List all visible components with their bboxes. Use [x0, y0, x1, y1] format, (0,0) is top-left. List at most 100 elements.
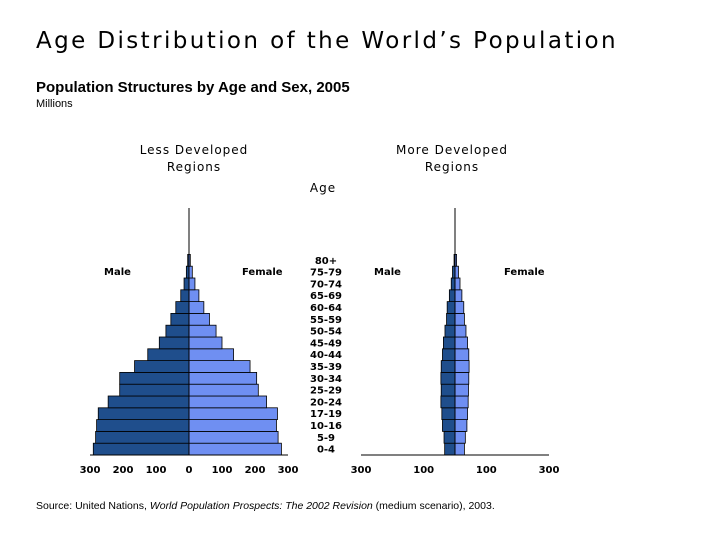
- more-developed-male-bar-70-74: [450, 277, 456, 291]
- age-label-55-59: 55-59: [310, 315, 342, 326]
- chart-title: Population Structures by Age and Sex, 20…: [36, 79, 350, 96]
- more-developed-male-bar-60-64: [446, 301, 456, 314]
- more-developed-male-label: Male: [374, 267, 401, 278]
- more-developed-male-bar-5-9: [443, 430, 456, 444]
- more-developed-title-line-1: More Developed: [396, 143, 508, 157]
- more-developed-female-bar-30-34: [454, 371, 470, 385]
- less-developed-female-bar-35-39: [188, 360, 251, 373]
- less-developed-female-bar-55-59: [188, 312, 210, 326]
- less-developed-male-bar-5-9: [95, 430, 190, 444]
- less-developed-male-bar-60-64: [175, 301, 190, 314]
- more-developed-male-bar-30-34: [440, 371, 456, 385]
- more-developed-tick-1: 100: [413, 465, 434, 476]
- less-developed-male-bar-65-69: [180, 289, 190, 302]
- less-developed-bars: [92, 253, 282, 456]
- less-developed-female-bar-17-19: [188, 407, 278, 420]
- age-axis-label: Age: [310, 181, 336, 195]
- age-label-10-16: 10-16: [310, 421, 342, 432]
- more-developed-female-bar-10-16: [454, 419, 468, 432]
- more-developed-male-bar-17-19: [441, 407, 456, 420]
- less-developed-panel: Less Developed Regions Male Female 300 20…: [80, 143, 299, 476]
- age-label-80+: 80+: [315, 256, 337, 267]
- more-developed-female-bar-17-19: [454, 407, 468, 420]
- more-developed-female-label: Female: [504, 267, 545, 278]
- more-developed-ticks: 300 100 100 300: [351, 465, 560, 476]
- source-prefix: Source: United Nations,: [36, 500, 150, 512]
- more-developed-male-bar-0-4: [444, 442, 456, 456]
- less-developed-male-label: Male: [104, 267, 131, 278]
- less-developed-female-bar-60-64: [188, 301, 205, 314]
- more-developed-tick-3: 300: [539, 465, 560, 476]
- less-developed-female-bar-50-54: [188, 324, 217, 338]
- less-developed-title-line-1: Less Developed: [140, 143, 249, 157]
- more-developed-male-bar-25-29: [440, 383, 456, 397]
- less-developed-male-bar-55-59: [170, 312, 190, 326]
- less-developed-title-line-2: Regions: [167, 160, 221, 174]
- age-label-20-24: 20-24: [310, 397, 342, 408]
- more-developed-female-bar-55-59: [454, 312, 465, 326]
- more-developed-female-bar-65-69: [454, 289, 463, 302]
- age-label-65-69: 65-69: [310, 291, 342, 302]
- more-developed-tick-2: 100: [476, 465, 497, 476]
- less-developed-male-bar-25-29: [119, 383, 190, 397]
- age-label-25-29: 25-29: [310, 386, 342, 397]
- more-developed-female-bar-75-79: [454, 265, 459, 279]
- age-label-35-39: 35-39: [310, 362, 342, 373]
- more-developed-female-bar-45-49: [454, 336, 468, 350]
- less-developed-male-bar-45-49: [158, 336, 190, 350]
- less-developed-female-bar-0-4: [188, 442, 282, 456]
- age-label-50-54: 50-54: [310, 327, 342, 338]
- less-developed-male-bar-20-24: [107, 395, 190, 409]
- less-developed-tick-6: 300: [278, 465, 299, 476]
- less-developed-female-bar-25-29: [188, 383, 259, 397]
- less-developed-male-bar-40-44: [147, 348, 190, 361]
- age-label-17-19: 17-19: [310, 409, 342, 420]
- more-developed-female-bar-0-4: [454, 442, 465, 456]
- more-developed-female-bar-40-44: [454, 348, 470, 361]
- age-group-labels: 0-45-910-1617-1920-2425-2930-3435-3940-4…: [310, 256, 342, 456]
- less-developed-male-bar-35-39: [134, 360, 190, 373]
- source-note: Source: United Nations, World Population…: [36, 500, 495, 512]
- more-developed-female-bar-5-9: [454, 430, 466, 444]
- more-developed-female-bar-25-29: [454, 383, 469, 397]
- more-developed-bars: [440, 253, 470, 456]
- source-publication: World Population Prospects: The 2002 Rev…: [149, 500, 373, 512]
- less-developed-female-bar-5-9: [188, 430, 279, 444]
- age-label-5-9: 5-9: [317, 433, 335, 444]
- less-developed-female-bar-20-24: [188, 395, 267, 409]
- age-axis: Age 0-45-910-1617-1920-2425-2930-3435-39…: [310, 181, 342, 456]
- less-developed-female-bar-40-44: [188, 348, 234, 361]
- less-developed-male-bar-30-34: [119, 371, 190, 385]
- units-label: Millions: [36, 98, 73, 110]
- slide-title: Age Distribution of the World’s Populati…: [36, 28, 618, 54]
- less-developed-male-bar-17-19: [97, 407, 190, 420]
- more-developed-male-bar-65-69: [448, 289, 456, 302]
- more-developed-male-bar-45-49: [443, 336, 456, 350]
- less-developed-female-bar-70-74: [188, 277, 196, 291]
- less-developed-male-bar-70-74: [183, 277, 190, 291]
- less-developed-ticks: 300 200 100 0 100 200 300: [80, 465, 299, 476]
- less-developed-female-label: Female: [242, 267, 283, 278]
- less-developed-female-bar-65-69: [188, 289, 200, 302]
- more-developed-male-bar-40-44: [442, 348, 456, 361]
- less-developed-female-bar-10-16: [188, 419, 277, 432]
- age-label-40-44: 40-44: [310, 350, 342, 361]
- less-developed-tick-2: 100: [146, 465, 167, 476]
- more-developed-male-bar-35-39: [440, 360, 456, 373]
- source-suffix: (medium scenario), 2003.: [372, 500, 495, 512]
- less-developed-tick-3: 0: [186, 465, 193, 476]
- more-developed-title-line-2: Regions: [425, 160, 479, 174]
- more-developed-female-bar-50-54: [454, 324, 467, 338]
- less-developed-female-bar-30-34: [188, 371, 258, 385]
- age-label-45-49: 45-49: [310, 338, 342, 349]
- age-label-30-34: 30-34: [310, 374, 342, 385]
- more-developed-female-bar-70-74: [454, 277, 461, 291]
- more-developed-male-bar-10-16: [442, 419, 456, 432]
- more-developed-male-bar-20-24: [440, 395, 456, 409]
- less-developed-male-bar-10-16: [96, 419, 190, 432]
- age-label-75-79: 75-79: [310, 268, 342, 279]
- less-developed-male-bar-0-4: [92, 442, 190, 456]
- more-developed-female-bar-35-39: [454, 360, 470, 373]
- less-developed-tick-1: 200: [113, 465, 134, 476]
